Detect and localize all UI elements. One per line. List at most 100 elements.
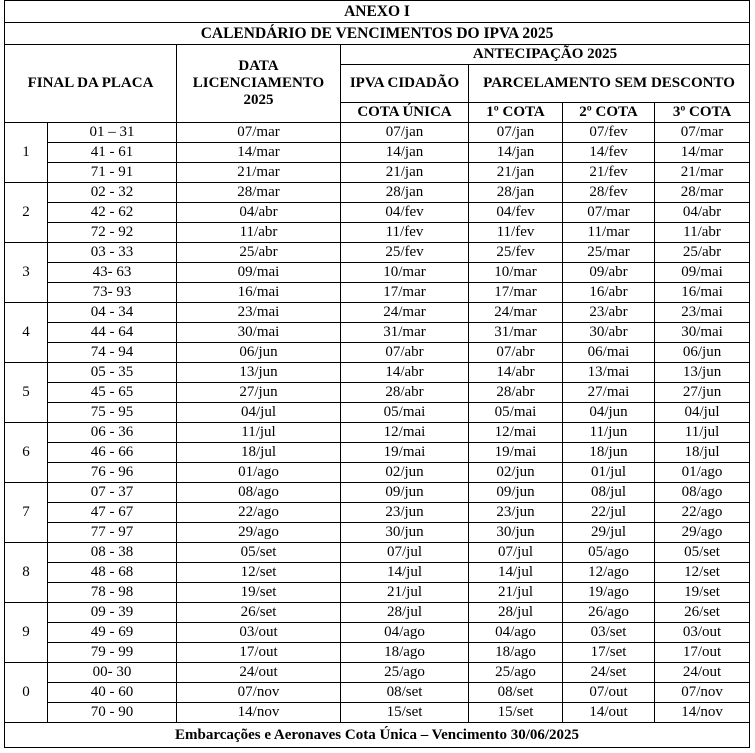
cota-1-date: 04/ago [468, 622, 563, 643]
cota-unica-date: 18/ago [340, 642, 469, 663]
licenciamento-date: 18/jul [176, 442, 341, 463]
table-row: 6 06 - 36 11/jul 12/mai 12/mai 11/jun 11/jul [4, 422, 751, 483]
plate-range: 49 - 69 [47, 622, 177, 643]
cota-1-date: 18/ago [468, 642, 563, 663]
header-cota-2: 2º COTA [562, 102, 655, 123]
licenciamento-date: 16/mai [176, 282, 341, 303]
table-row: 3 03 - 33 25/abr 25/fev 25/fev 25/mar 25/abr [4, 242, 751, 303]
plate-final-digit: 7 [4, 482, 48, 543]
table-row: 70 - 90 14/nov 15/set 15/set 14/out 14/nov [5, 702, 751, 723]
cota-unica-date: 28/jan [340, 182, 469, 203]
cota-3-date: 26/set [653, 602, 751, 623]
cota-unica-date: 17/mar [340, 282, 469, 303]
licenciamento-date: 04/abr [176, 202, 341, 223]
cota-2-date: 14/out [562, 702, 655, 723]
cota-2-date: 01/jul [562, 462, 655, 483]
cota-3-date: 14/nov [653, 702, 751, 723]
table-row: 41 - 61 14/mar 14/jan 14/jan 14/fev 14/mar [5, 142, 751, 163]
cota-3-date: 19/set [653, 582, 751, 603]
plate-final-digit: 6 [4, 422, 48, 483]
cota-unica-date: 23/jun [340, 502, 469, 523]
licenciamento-date: 23/mai [176, 302, 341, 323]
cota-unica-date: 04/ago [340, 622, 469, 643]
cota-unica-date: 24/mar [340, 302, 469, 323]
licenciamento-date: 27/jun [176, 382, 341, 403]
plate-range: 70 - 90 [47, 702, 177, 723]
table-row: 4 04 - 34 23/mai 24/mar 24/mar 23/abr 23/mai [4, 302, 751, 363]
cota-unica-date: 02/jun [340, 462, 469, 483]
cota-unica-date: 25/ago [340, 662, 469, 683]
cota-unica-date: 19/mai [340, 442, 469, 463]
licenciamento-date: 28/mar [176, 182, 341, 203]
cota-2-date: 05/ago [562, 542, 655, 563]
cota-1-date: 30/jun [468, 522, 563, 543]
cota-1-date: 09/jun [468, 482, 563, 503]
licenciamento-date: 17/out [176, 642, 341, 663]
licenciamento-date: 08/ago [176, 482, 341, 503]
plate-range: 79 - 99 [47, 642, 177, 663]
cota-2-date: 04/jun [562, 402, 655, 423]
header-cota-unica: COTA ÚNICA [340, 102, 469, 123]
header-final-placa: FINAL DA PLACA [4, 44, 177, 123]
cota-unica-date: 25/fev [340, 242, 469, 263]
table-row: 45 - 65 27/jun 28/abr 28/abr 27/mai 27/jun [5, 382, 751, 403]
cota-3-date: 13/jun [653, 362, 751, 383]
header-cota-1: 1º COTA [468, 102, 563, 123]
cota-2-date: 07/out [562, 682, 655, 703]
licenciamento-date: 05/set [176, 542, 341, 563]
licenciamento-date: 12/set [176, 562, 341, 583]
table-row: 8 08 - 38 05/set 07/jul 07/jul 05/ago 05/set [4, 542, 751, 603]
cota-1-date: 07/jan [468, 122, 563, 143]
table-row: 77 - 97 29/ago 30/jun 30/jun 29/jul 29/ago [5, 522, 751, 543]
plate-range: 44 - 64 [47, 322, 177, 343]
plate-range: 05 - 35 [47, 362, 177, 383]
cota-1-date: 19/mai [468, 442, 563, 463]
plate-range: 48 - 68 [47, 562, 177, 583]
licenciamento-date: 01/ago [176, 462, 341, 483]
cota-1-date: 07/jul [468, 542, 563, 563]
plate-final-digit: 4 [4, 302, 48, 363]
cota-1-date: 05/mai [468, 402, 563, 423]
cota-2-date: 07/fev [562, 122, 655, 143]
cota-unica-date: 09/jun [340, 482, 469, 503]
cota-2-date: 27/mai [562, 382, 655, 403]
calendar-title: CALENDÁRIO DE VENCIMENTOS DO IPVA 2025 [3, 22, 751, 45]
cota-3-date: 04/jul [653, 402, 751, 423]
cota-2-date: 17/set [562, 642, 655, 663]
table-row: 49 - 69 03/out 04/ago 04/ago 03/set 03/out [5, 622, 751, 643]
cota-2-date: 28/fev [562, 182, 655, 203]
plate-range: 03 - 33 [47, 242, 177, 263]
licenciamento-date: 22/ago [176, 502, 341, 523]
plate-final-digit: 1 [4, 122, 48, 183]
plate-range: 00- 30 [47, 662, 177, 683]
cota-2-date: 25/mar [562, 242, 655, 263]
plate-range: 01 – 31 [47, 122, 177, 143]
cota-1-date: 11/fev [468, 222, 563, 243]
table-row: 5 05 - 35 13/jun 14/abr 14/abr 13/mai 13/jun [4, 362, 751, 423]
cota-unica-date: 12/mai [340, 422, 469, 443]
header-antecipacao: ANTECIPAÇÃO 2025 [339, 44, 751, 65]
cota-2-date: 18/jun [562, 442, 655, 463]
plate-range: 72 - 92 [47, 222, 177, 243]
table-row: 42 - 62 04/abr 04/fev 04/fev 07/mar 04/abr [5, 202, 751, 223]
licenciamento-date: 04/jul [176, 402, 341, 423]
plate-range: 40 - 60 [47, 682, 177, 703]
licenciamento-date: 07/nov [176, 682, 341, 703]
footer-note: Embarcações e Aeronaves Cota Única – Ven… [3, 722, 751, 748]
cota-1-date: 14/abr [468, 362, 563, 383]
table-row: 79 - 99 17/out 18/ago 18/ago 17/set 17/out [5, 642, 751, 663]
cota-1-date: 21/jan [468, 162, 563, 183]
table-row: 46 - 66 18/jul 19/mai 19/mai 18/jun 18/jul [5, 442, 751, 463]
cota-2-date: 14/fev [562, 142, 655, 163]
licenciamento-date: 07/mar [176, 122, 341, 143]
plate-range: 09 - 39 [47, 602, 177, 623]
plate-final-digit: 0 [4, 662, 48, 723]
licenciamento-date: 13/jun [176, 362, 341, 383]
table-row: 48 - 68 12/set 14/jul 14/jul 12/ago 12/set [5, 562, 751, 583]
table-row: 44 - 64 30/mai 31/mar 31/mar 30/abr 30/mai [5, 322, 751, 343]
cota-2-date: 11/mar [562, 222, 655, 243]
plate-range: 08 - 38 [47, 542, 177, 563]
plate-range: 71 - 91 [47, 162, 177, 183]
cota-3-date: 18/jul [653, 442, 751, 463]
cota-3-date: 07/nov [653, 682, 751, 703]
